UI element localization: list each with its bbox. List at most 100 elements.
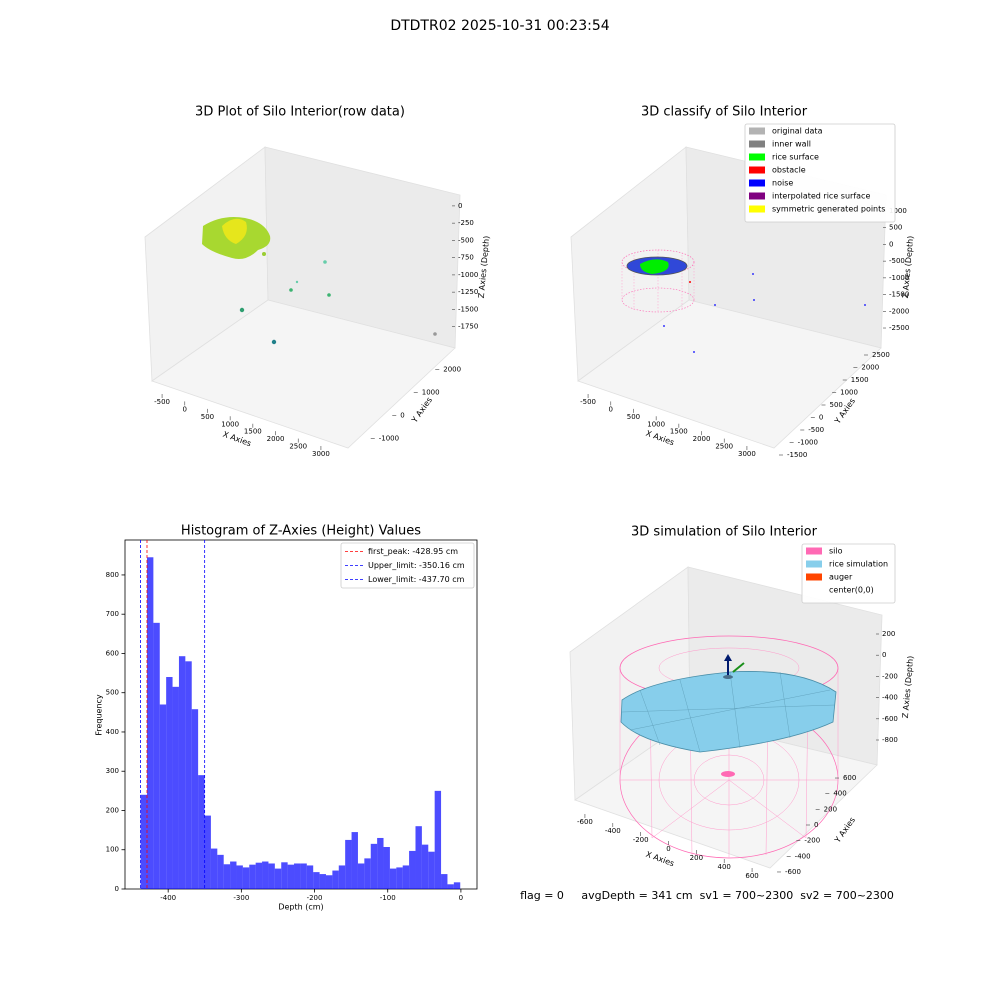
z-tick-label: -2000 <box>889 307 909 315</box>
z-tick-label: -200 <box>882 672 898 680</box>
x-axis-label: Depth (cm) <box>278 903 323 912</box>
z-tick-label: -800 <box>882 736 898 744</box>
z-tick-label: -600 <box>882 715 898 723</box>
legend-label: symmetric generated points <box>772 205 885 214</box>
legend-swatch <box>749 140 765 148</box>
bar <box>242 867 250 889</box>
bar <box>172 686 179 889</box>
x-tick-label: 0 <box>609 405 613 413</box>
bar <box>204 815 211 889</box>
bar <box>281 862 288 889</box>
bar <box>325 875 333 889</box>
z-tick-label: -1000 <box>889 274 909 282</box>
bar <box>383 846 390 889</box>
bar <box>255 862 263 889</box>
y-tick-label: -200 <box>804 837 820 845</box>
bar <box>338 865 346 889</box>
bar <box>140 794 147 889</box>
x-tick-label: 200 <box>690 854 703 862</box>
z-tick-label: -750 <box>458 254 474 262</box>
z-axis-label: Z Axies (Depth) <box>901 235 915 298</box>
z-tick-label: -1000 <box>458 271 478 279</box>
z-tick-label: -1750 <box>458 323 478 331</box>
x-axis-label: X Axies <box>645 850 676 869</box>
x-tick-label: 0 <box>183 405 187 413</box>
bar <box>217 854 224 889</box>
z-axis-label: Z Axies (Depth) <box>477 235 491 298</box>
z-tick-label: -2500 <box>889 324 909 332</box>
y-tick-label: 1000 <box>422 389 440 397</box>
bar <box>294 863 301 889</box>
legend-swatch <box>806 547 822 555</box>
x-tick-label: 2500 <box>289 443 307 451</box>
legend-label: interpolated rice surface <box>772 192 870 201</box>
legend-label: rice simulation <box>829 560 888 569</box>
bar <box>441 874 448 889</box>
bar <box>389 868 397 889</box>
x-tick-label: -200 <box>633 836 649 844</box>
y-tick-label: 0 <box>814 821 818 829</box>
y-tick-label: -400 <box>795 852 811 860</box>
y-tick-label: 0 <box>400 412 404 420</box>
z-tick-label: -400 <box>882 694 898 702</box>
y-tick-label: 500 <box>106 689 119 697</box>
y-tick-label: 400 <box>833 790 846 798</box>
chart-title: 3D Plot of Silo Interior(row data) <box>195 105 405 120</box>
bar <box>447 884 454 889</box>
bar <box>306 865 314 889</box>
x-tick-label: 400 <box>718 863 731 871</box>
bar <box>262 861 269 889</box>
x-tick-label: -400 <box>605 827 621 835</box>
x-tick-label: 1500 <box>670 428 688 436</box>
legend-label: Upper_limit: -350.16 cm <box>368 561 465 570</box>
bar <box>313 872 320 889</box>
legend-label: center(0,0) <box>829 586 874 595</box>
legend-swatch <box>749 166 765 174</box>
x-tick-label: 1000 <box>221 420 239 428</box>
legend-swatch <box>749 205 765 213</box>
y-tick-label: 800 <box>106 571 119 579</box>
x-tick-label: 500 <box>627 413 640 421</box>
bar <box>319 874 326 889</box>
bar <box>453 882 461 889</box>
bar <box>396 867 403 889</box>
legend-swatch <box>749 192 765 200</box>
panes-1 <box>144 146 461 449</box>
y-tick-label: 300 <box>106 767 119 775</box>
x-tick-label: 3000 <box>312 450 330 458</box>
bar <box>249 864 256 889</box>
legend-box <box>744 123 896 223</box>
z-tick-label: 500 <box>889 224 902 232</box>
z-tick-label: -1500 <box>889 291 909 299</box>
silo-model-4 <box>619 635 839 859</box>
classified-cloud-2 <box>621 249 866 353</box>
legend-label: first_peak: -428.95 cm <box>368 547 458 556</box>
bar <box>198 775 205 889</box>
x-tick-label: 0 <box>666 845 670 853</box>
x-tick-label: -200 <box>307 894 323 902</box>
z-tick-label: -1250 <box>458 288 478 296</box>
bar <box>274 868 282 889</box>
y-tick-label: 1500 <box>851 376 869 384</box>
bar <box>223 864 231 889</box>
x-tick-label: 2000 <box>693 435 711 443</box>
y-tick-label: 100 <box>106 846 119 854</box>
legend-swatch <box>749 179 765 187</box>
y-tick-label: 500 <box>830 401 843 409</box>
y-tick-label: 0 <box>819 414 823 422</box>
legend-label: rice surface <box>772 153 819 162</box>
z-tick-label: -500 <box>458 236 474 244</box>
y-tick-label: 600 <box>106 649 119 657</box>
bar <box>210 848 218 889</box>
legend-box <box>340 542 475 589</box>
bar <box>357 863 365 889</box>
bar <box>332 870 339 889</box>
y-tick-label: -1000 <box>379 435 399 443</box>
bar <box>300 863 307 889</box>
z-axis-label: Z Axies (Depth) <box>901 655 915 718</box>
bar <box>185 661 192 889</box>
y-tick-label: 600 <box>843 774 856 782</box>
chart-title: 3D simulation of Silo Interior <box>631 525 818 540</box>
legend-label: silo <box>829 547 843 556</box>
